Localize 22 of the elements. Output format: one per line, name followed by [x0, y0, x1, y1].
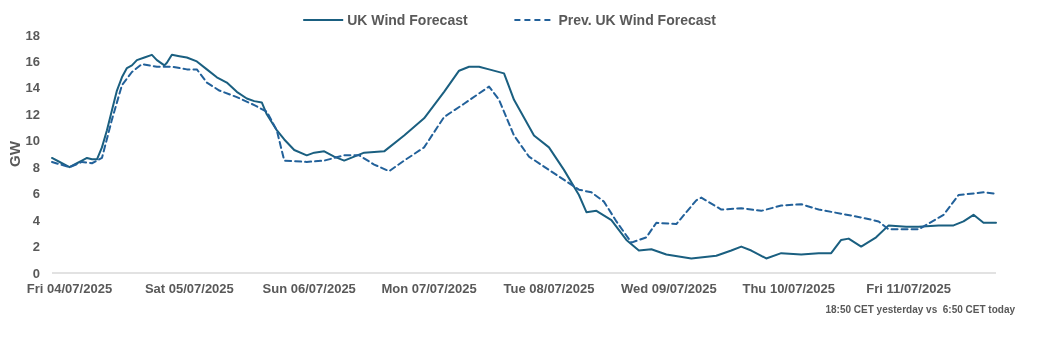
y-tick-label: 16 [25, 53, 40, 69]
y-tick-label: 6 [32, 186, 40, 202]
legend-label: Prev. UK Wind Forecast [558, 12, 717, 28]
text: 18:50 CET yesterday vs 6:50 CET today [825, 304, 1016, 315]
y-tick-label: 4 [32, 212, 41, 228]
y-tick-label: 2 [32, 239, 40, 255]
y-tick-label: 0 [32, 265, 40, 281]
legend-label: UK Wind Forecast [347, 12, 468, 28]
y-tick-label: 18 [25, 27, 40, 43]
x-tick-label: Sun 06/07/2025 [262, 281, 356, 296]
x-tick-label: Thu 10/07/2025 [742, 281, 835, 296]
x-tick-label: Sat 05/07/2025 [144, 281, 234, 296]
x-tick-label: Fri 11/07/2025 [866, 281, 951, 296]
y-axis-title: GW [6, 140, 23, 167]
x-tick-label: Fri 04/07/2025 [26, 281, 113, 296]
y-tick-label: 8 [32, 159, 40, 175]
y-tick-label: 12 [25, 106, 40, 122]
x-tick-label: Wed 09/07/2025 [620, 281, 717, 296]
y-tick-label: 14 [25, 80, 41, 96]
x-tick-label: Tue 08/07/2025 [503, 281, 595, 296]
y-tick-label: 10 [25, 133, 40, 149]
x-tick-label: Mon 07/07/2025 [381, 281, 477, 296]
